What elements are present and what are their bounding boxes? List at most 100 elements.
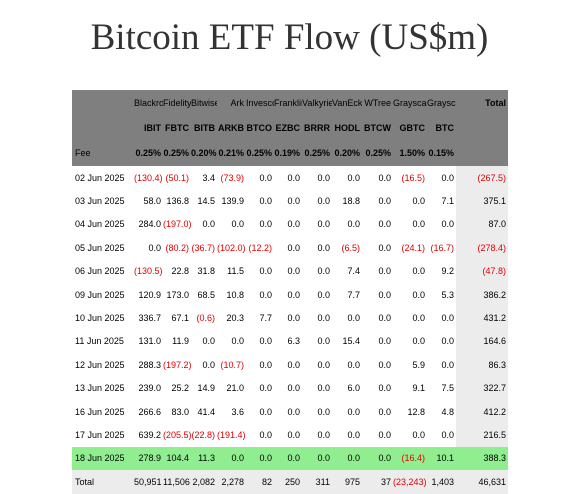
flow-cell: 0.0: [378, 242, 391, 253]
total-row: Total 50,951 11,506 2,082 2,278 82 250 311 975 37…: [72, 470, 508, 494]
flow-cell: 0.0: [378, 313, 391, 324]
flow-cell: 0.0: [347, 406, 360, 417]
table-row: 04 Jun 2025 284.0 (197.0) 0.0 0.0 0.0 0.0 0.0 0.…: [72, 212, 508, 237]
date-cell: 16 Jun 2025: [75, 406, 125, 417]
flow-cell: 6.3: [287, 336, 300, 347]
header-issuer: Valkyrie: [302, 90, 332, 115]
table-row: 02 Jun 2025 (130.4) (50.1) 3.4 (73.9) 0.0 0.0 0…: [72, 166, 508, 190]
header-issuer-row: BlackrockFidelityBitwiseArkInvescoFrankl…: [72, 90, 508, 115]
flow-cell: 0.0: [412, 289, 425, 300]
header-issuer: Franklin: [274, 90, 302, 115]
total-cell: (278.4): [456, 236, 508, 260]
cumulative-cell: 11,506: [163, 470, 191, 494]
flow-cell: 0.0: [317, 219, 330, 230]
cumulative-cell: 2,082: [191, 470, 217, 494]
flow-cell: (16.5): [401, 172, 425, 183]
flow-cell: 0.0: [287, 196, 300, 207]
flow-cell: 288.3: [138, 359, 161, 370]
flow-cell: 0.0: [317, 242, 330, 253]
fee-value: 0.19%: [274, 140, 302, 166]
flow-cell: 7.4: [347, 266, 360, 277]
header-issuer: Invesco: [246, 90, 274, 115]
flow-cell: 284.0: [138, 219, 161, 230]
cumulative-cell: 82: [246, 470, 274, 494]
flow-cell: 0.0: [412, 196, 425, 207]
flow-cell: 0.0: [441, 336, 454, 347]
flow-cell: (197.0): [163, 219, 191, 230]
flow-cell: (0.6): [196, 313, 215, 324]
flow-cell: 0.0: [317, 429, 330, 440]
flow-cell: (22.8): [191, 429, 215, 440]
flow-cell: 0.0: [287, 313, 300, 324]
flow-cell: 7.5: [441, 383, 454, 394]
total-cell: (47.8): [456, 259, 508, 283]
flow-cell: (24.1): [401, 242, 425, 253]
flow-cell: 0.0: [246, 446, 274, 471]
flow-cell: 7.7: [347, 289, 360, 300]
header-ticker: HODL: [332, 115, 362, 140]
header-total-label: Total: [456, 90, 508, 115]
fee-value: 0.25%: [362, 140, 393, 166]
flow-cell: 83.0: [171, 406, 189, 417]
flow-cell: 0.0: [148, 242, 161, 253]
flow-cell: 0.0: [217, 446, 246, 471]
fee-label: Fee: [72, 140, 134, 166]
fee-value: 0.20%: [191, 140, 217, 166]
fee-value: 0.15%: [427, 140, 456, 166]
date-cell: 04 Jun 2025: [75, 219, 125, 230]
flow-cell: (191.4): [217, 429, 246, 440]
flow-cell: 12.8: [407, 406, 425, 417]
fee-value: 0.25%: [246, 140, 274, 166]
cumulative-cell: 975: [332, 470, 362, 494]
flow-cell: 58.0: [143, 196, 161, 207]
flow-cell: (102.0): [217, 242, 246, 253]
date-cell: 09 Jun 2025: [75, 289, 125, 300]
flow-cell: 0.0: [259, 219, 272, 230]
flow-cell: 0.0: [378, 219, 391, 230]
flow-cell: (16.7): [430, 242, 454, 253]
flow-cell: 0.0: [378, 196, 391, 207]
flow-cell: 0.0: [378, 429, 391, 440]
flow-cell: 0.0: [287, 406, 300, 417]
flow-cell: 21.0: [226, 383, 244, 394]
flow-cell: 14.5: [197, 196, 215, 207]
total-cell: 216.5: [456, 423, 508, 447]
flow-cell: 173.0: [166, 289, 189, 300]
flow-cell: 25.2: [171, 383, 189, 394]
total-cell: 87.0: [456, 212, 508, 237]
header-ticker: [456, 115, 508, 140]
date-cell: 12 Jun 2025: [75, 359, 125, 370]
flow-cell: 7.7: [259, 313, 272, 324]
flow-cell: (12.2): [248, 242, 272, 253]
flow-cell: 336.7: [138, 313, 161, 324]
header-ticker: ARKB: [217, 115, 246, 140]
flow-cell: 0.0: [287, 289, 300, 300]
cumulative-cell: (23,243): [393, 470, 427, 494]
date-cell: 10 Jun 2025: [75, 313, 125, 324]
flow-cell: 10.8: [226, 289, 244, 300]
date-cell: 11 Jun 2025: [75, 336, 124, 347]
table-row: 10 Jun 2025 336.7 67.1 (0.6) 20.3 7.7 0.0 0.0 0.…: [72, 306, 508, 330]
table-row: 03 Jun 2025 58.0 136.8 14.5 139.9 0.0 0.0 0.0 18…: [72, 189, 508, 213]
header-issuer: Fidelity: [163, 90, 191, 115]
flow-cell: (197.2): [163, 359, 191, 370]
total-cell: 164.6: [456, 329, 508, 354]
flow-cell: 0.0: [441, 313, 454, 324]
cumulative-cell: 50,951: [134, 470, 163, 494]
flow-cell: 0.0: [378, 406, 391, 417]
flow-cell: 0.0: [441, 219, 454, 230]
fee-value: 0.20%: [332, 140, 362, 166]
total-cell: 388.3: [456, 446, 508, 471]
table-row: 13 Jun 2025 239.0 25.2 14.9 21.0 0.0 0.0 0.0 6.0…: [72, 376, 508, 400]
flow-cell: 0.0: [202, 336, 215, 347]
date-cell: 06 Jun 2025: [75, 266, 125, 277]
flow-cell: 0.0: [259, 196, 272, 207]
table-row: 18 Jun 2025 278.9 104.4 11.3 0.0 0.0 0.0 0.0 0.0…: [72, 446, 508, 471]
flow-cell: 0.0: [347, 313, 360, 324]
header-issuer: Ark: [217, 90, 246, 115]
flow-cell: (205.5): [163, 429, 191, 440]
flow-cell: 0.0: [347, 359, 360, 370]
flow-cell: 9.2: [441, 266, 454, 277]
date-cell: 03 Jun 2025: [75, 196, 125, 207]
flow-cell: 11.3: [191, 446, 217, 471]
